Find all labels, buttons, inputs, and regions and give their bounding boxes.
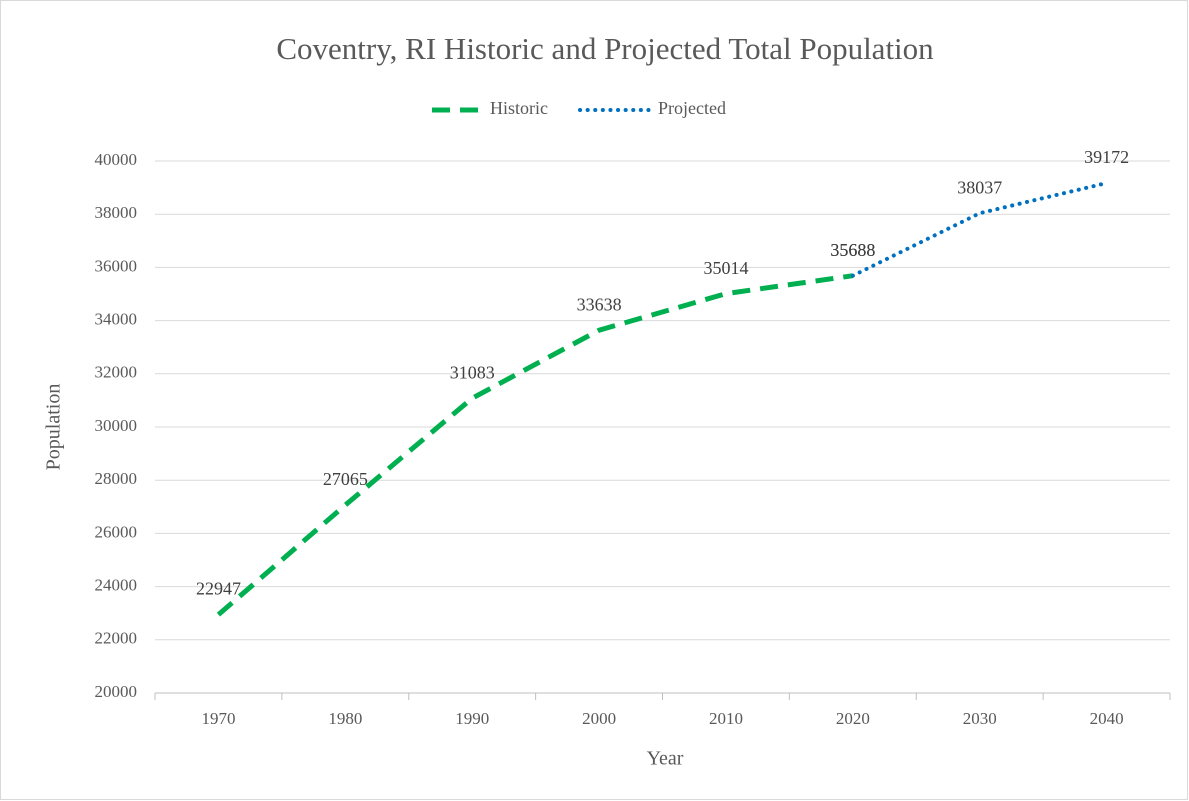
data-label: 35014 xyxy=(703,258,748,278)
data-label: 27065 xyxy=(323,469,368,489)
x-tick-label: 2010 xyxy=(709,709,743,728)
series-line xyxy=(216,273,854,617)
x-tick-label: 2030 xyxy=(963,709,997,728)
x-tick-label: 1990 xyxy=(455,709,489,728)
data-label: 33638 xyxy=(577,294,622,314)
y-tick-label: 28000 xyxy=(95,469,138,488)
legend-label: Projected xyxy=(658,98,726,118)
y-tick-label: 38000 xyxy=(95,203,138,222)
data-label: 22947 xyxy=(196,579,241,599)
y-tick-label: 20000 xyxy=(95,682,138,701)
data-label: 35688 xyxy=(830,240,875,260)
x-tick-label: 2040 xyxy=(1090,709,1124,728)
y-axis-title: Population xyxy=(43,384,65,471)
data-label: 35688 xyxy=(830,240,875,260)
y-tick-label: 30000 xyxy=(95,416,138,435)
y-tick-label: 40000 xyxy=(95,150,138,169)
x-tick-label: 1980 xyxy=(328,709,362,728)
x-tick-label: 2020 xyxy=(836,709,870,728)
x-tick-label: 2000 xyxy=(582,709,616,728)
data-label: 39172 xyxy=(1084,147,1129,167)
series-line xyxy=(850,181,1109,278)
x-axis-title: Year xyxy=(647,748,684,770)
y-tick-label: 36000 xyxy=(95,256,138,275)
y-tick-label: 24000 xyxy=(95,576,138,595)
y-tick-label: 22000 xyxy=(95,629,138,648)
data-label: 38037 xyxy=(957,177,1002,197)
y-tick-label: 32000 xyxy=(95,363,138,382)
legend-label: Historic xyxy=(490,98,548,118)
y-tick-label: 26000 xyxy=(95,522,138,541)
y-tick-label: 34000 xyxy=(95,310,138,329)
x-tick-label: 1970 xyxy=(201,709,235,728)
chart-title: Coventry, RI Historic and Projected Tota… xyxy=(276,31,934,66)
data-label: 31083 xyxy=(450,362,495,382)
